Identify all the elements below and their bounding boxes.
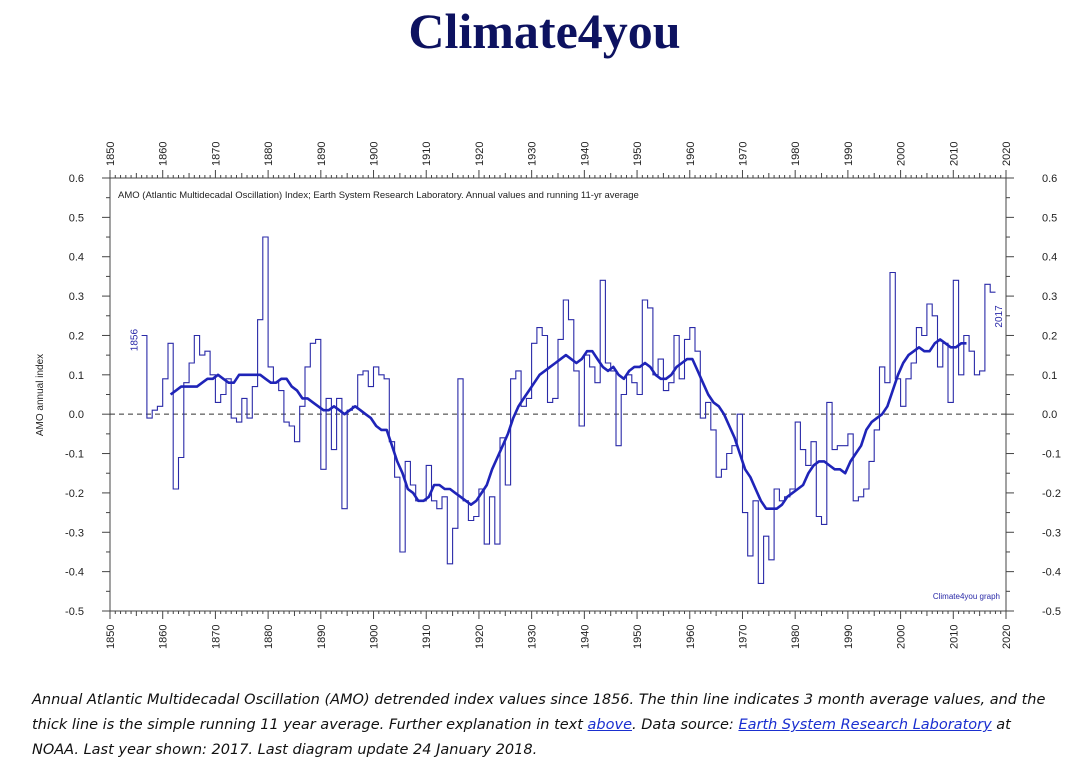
x-tick-label: 2010: [948, 625, 960, 649]
amo-chart: 1850 1860 1870 1880 1890 1900 1910 1920 1930 1940…: [35, 142, 1061, 649]
x-tick-label: 1920: [474, 625, 486, 649]
y-axis-left-labels: 0.6 0.5 0.4 0.3 0.2 0.1 0.0 -0.1 -0.2 -0.3 -0.4 -0.…: [65, 173, 84, 618]
x-tick-label: 1970: [737, 142, 749, 166]
credit-annotation: Climate4you graph: [933, 592, 1000, 601]
x-tick-label: 1850: [105, 625, 117, 649]
y-tick-label: 0.5: [69, 212, 84, 224]
x-tick-label: 1860: [158, 142, 170, 166]
y-tick-label: 0.5: [1042, 212, 1057, 224]
x-tick-label: 1930: [527, 142, 539, 166]
y-tick-label: 0.2: [1042, 330, 1057, 342]
y-tick-label: -0.2: [1042, 488, 1061, 500]
caption-text-1: Annual Atlantic Multidecadal Oscillation…: [32, 692, 1046, 733]
x-tick-label: 1920: [474, 142, 486, 166]
x-tick-label: 2010: [948, 142, 960, 166]
x-tick-label: 2020: [1001, 142, 1013, 166]
x-tick-label: 2000: [896, 142, 908, 166]
y-axis-label: AMO annual index: [35, 354, 46, 436]
y-tick-label: 0.4: [69, 252, 84, 264]
x-tick-label: 1940: [579, 625, 591, 649]
x-tick-label: 1910: [421, 142, 433, 166]
x-tick-label: 1900: [369, 142, 381, 166]
y-tick-label: -0.1: [65, 449, 84, 461]
y-tick-label: 0.1: [69, 370, 84, 382]
x-axis-top-labels: 1850 1860 1870 1880 1890 1900 1910 1920 1930 1940…: [105, 142, 1013, 166]
chart-title: AMO (Atlantic Multidecadal Oscillation) …: [118, 190, 639, 201]
x-tick-label: 1960: [685, 625, 697, 649]
x-tick-label: 1980: [790, 142, 802, 166]
y-tick-label: 0.6: [69, 173, 84, 185]
caption-text-2: . Data source:: [632, 717, 739, 733]
x-axis-bottom-labels: 1850 1860 1870 1880 1890 1900 1910 1920 1930 1940…: [105, 625, 1013, 649]
x-tick-label: 1950: [632, 625, 644, 649]
y-axis-right-labels: 0.6 0.5 0.4 0.3 0.2 0.1 0.0 -0.1 -0.2 -0.3 -0.4 -0.…: [1042, 173, 1061, 618]
end-year-annotation: 2017: [994, 305, 1005, 328]
x-tick-label: 1900: [369, 625, 381, 649]
x-tick-label: 1850: [105, 142, 117, 166]
y-tick-label: 0.1: [1042, 370, 1057, 382]
y-tick-label: 0.3: [1042, 291, 1057, 303]
x-tick-label: 1990: [843, 142, 855, 166]
y-tick-label: -0.4: [65, 567, 84, 579]
y-tick-label: -0.5: [1042, 606, 1061, 618]
x-tick-label: 1890: [316, 142, 328, 166]
y-tick-label: 0.4: [1042, 252, 1057, 264]
x-tick-label: 1980: [790, 625, 802, 649]
caption-text-3: at NOAA. Last year shown: 2017. Last dia…: [32, 717, 1011, 758]
x-tick-label: 1960: [685, 142, 697, 166]
start-year-annotation: 1856: [129, 329, 140, 352]
x-tick-label: 1970: [737, 625, 749, 649]
series-annual-values: [141, 236, 996, 584]
y-tick-label: 0.0: [1042, 409, 1057, 421]
x-tick-label: 1890: [316, 625, 328, 649]
y-tick-label: 0.2: [69, 330, 84, 342]
x-tick-label: 2000: [896, 625, 908, 649]
y-tick-label: -0.3: [1042, 527, 1061, 539]
x-tick-label: 1880: [263, 142, 275, 166]
x-tick-label: 1990: [843, 625, 855, 649]
site-title: Climate4you: [408, 3, 681, 59]
figure-caption: Annual Atlantic Multidecadal Oscillation…: [32, 688, 1062, 763]
above-link[interactable]: above: [587, 717, 633, 733]
y-tick-label: -0.5: [65, 606, 84, 618]
x-tick-label: 1880: [263, 625, 275, 649]
y-tick-label: 0.3: [69, 291, 84, 303]
x-tick-label: 1870: [210, 142, 222, 166]
x-tick-label: 1910: [421, 625, 433, 649]
y-tick-label: 0.0: [69, 409, 84, 421]
y-tick-label: -0.3: [65, 527, 84, 539]
x-tick-label: 1930: [527, 625, 539, 649]
x-tick-label: 1870: [210, 625, 222, 649]
y-tick-label: -0.2: [65, 488, 84, 500]
series-running-11yr-average: [169, 338, 967, 510]
y-tick-label: -0.1: [1042, 449, 1061, 461]
x-tick-label: 1950: [632, 142, 644, 166]
x-tick-label: 1940: [579, 142, 591, 166]
x-tick-label: 2020: [1001, 625, 1013, 649]
y-tick-label: 0.6: [1042, 173, 1057, 185]
x-tick-label: 1860: [158, 625, 170, 649]
y-tick-label: -0.4: [1042, 567, 1061, 579]
data-source-link[interactable]: Earth System Research Laboratory: [738, 717, 992, 733]
axis-ticks: [102, 170, 1014, 619]
